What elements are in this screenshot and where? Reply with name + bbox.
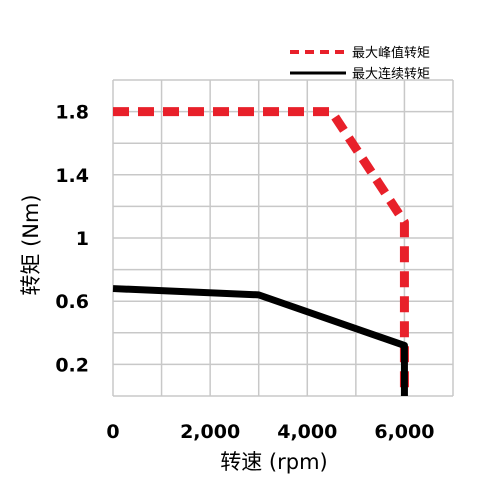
y-tick-label: 0.2 [55, 354, 89, 376]
y-tick-label: 0.6 [55, 291, 89, 313]
x-axis-title: 转速 (rpm) [220, 450, 327, 474]
grid [112, 79, 454, 397]
y-tick-label: 1 [76, 228, 89, 250]
y-tick-label: 1.4 [55, 165, 89, 187]
x-tick-label: 6,000 [374, 421, 434, 443]
x-tick-label: 0 [106, 421, 119, 443]
series-peak-torque-line [113, 107, 409, 396]
legend-continuous-label: 最大连续转矩 [352, 66, 430, 82]
y-tick-labels: 0.2 0.6 1 1.4 1.8 [55, 102, 89, 377]
y-tick-label: 1.8 [55, 102, 89, 124]
legend: 最大峰值转矩 最大连续转矩 [290, 45, 430, 82]
x-tick-label: 4,000 [277, 421, 337, 443]
x-tick-label: 2,000 [180, 421, 240, 443]
series-continuous-torque-line [112, 285, 408, 396]
plot-series [112, 107, 409, 396]
y-axis-title: 转矩 (Nm) [19, 194, 43, 295]
x-tick-labels: 0 2,000 4,000 6,000 [106, 421, 434, 443]
legend-peak-label: 最大峰值转矩 [352, 45, 430, 61]
